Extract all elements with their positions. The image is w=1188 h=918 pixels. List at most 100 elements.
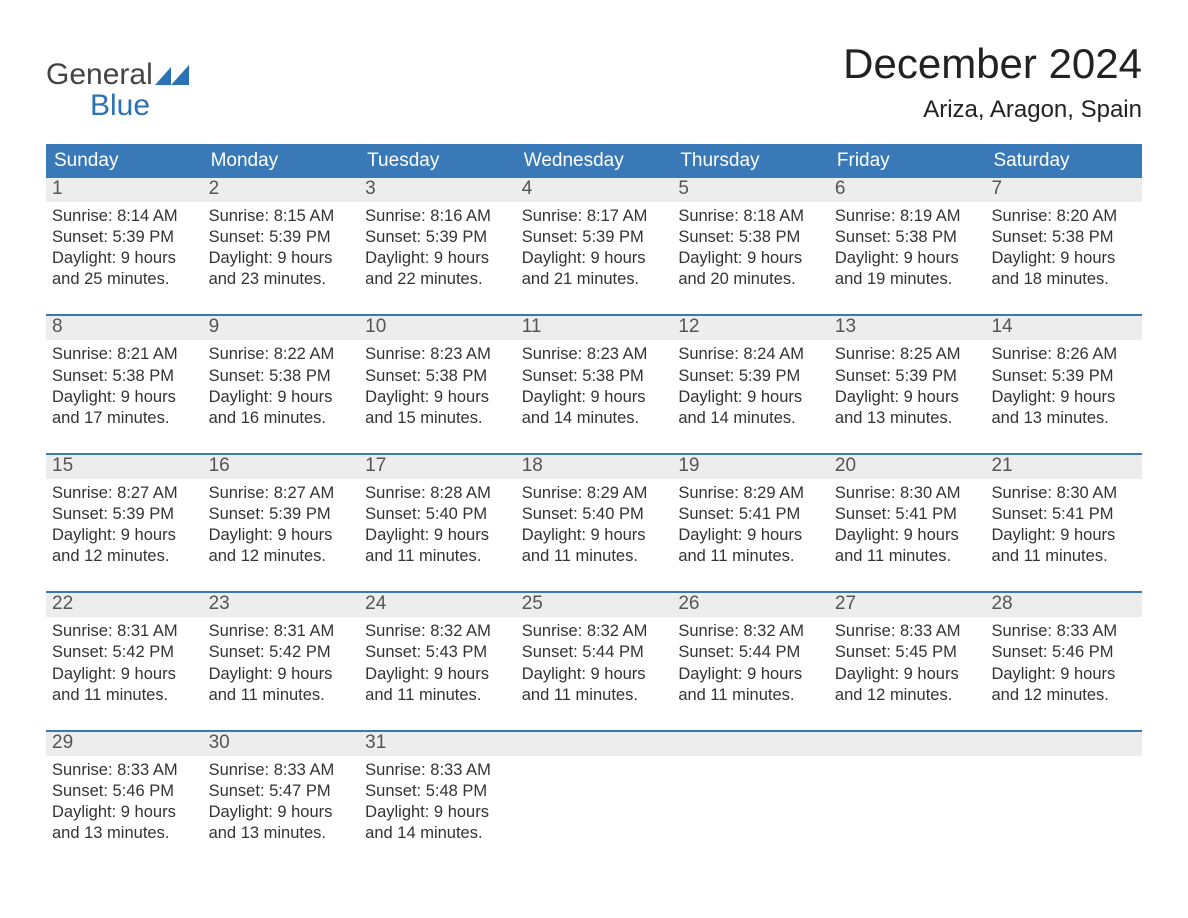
day-sunset: Sunset: 5:39 PM <box>835 366 980 387</box>
day-daylight2: and 13 minutes. <box>835 408 980 429</box>
day-number: 14 <box>985 316 1142 340</box>
calendar-day-cell: 8Sunrise: 8:21 AMSunset: 5:38 PMDaylight… <box>46 316 203 434</box>
calendar-day-cell: 23Sunrise: 8:31 AMSunset: 5:42 PMDayligh… <box>203 593 360 711</box>
calendar-day-cell: 6Sunrise: 8:19 AMSunset: 5:38 PMDaylight… <box>829 178 986 296</box>
day-daylight1: Daylight: 9 hours <box>209 525 354 546</box>
calendar-day-cell: 18Sunrise: 8:29 AMSunset: 5:40 PMDayligh… <box>516 455 673 573</box>
day-daylight2: and 12 minutes. <box>991 685 1136 706</box>
day-number: 24 <box>359 593 516 617</box>
day-body: Sunrise: 8:31 AMSunset: 5:42 PMDaylight:… <box>46 617 203 711</box>
day-body: Sunrise: 8:22 AMSunset: 5:38 PMDaylight:… <box>203 340 360 434</box>
day-number: 3 <box>359 178 516 202</box>
day-daylight2: and 17 minutes. <box>52 408 197 429</box>
calendar-day-cell: 13Sunrise: 8:25 AMSunset: 5:39 PMDayligh… <box>829 316 986 434</box>
day-number: 31 <box>359 732 516 756</box>
day-daylight1: Daylight: 9 hours <box>835 664 980 685</box>
day-header: Tuesday <box>359 144 516 178</box>
day-body: Sunrise: 8:17 AMSunset: 5:39 PMDaylight:… <box>516 202 673 296</box>
day-sunrise: Sunrise: 8:23 AM <box>522 344 667 365</box>
day-number: 29 <box>46 732 203 756</box>
day-daylight2: and 16 minutes. <box>209 408 354 429</box>
day-number: 18 <box>516 455 673 479</box>
day-body: Sunrise: 8:24 AMSunset: 5:39 PMDaylight:… <box>672 340 829 434</box>
calendar-weeks: 1Sunrise: 8:14 AMSunset: 5:39 PMDaylight… <box>46 178 1142 850</box>
day-header: Wednesday <box>516 144 673 178</box>
brand-word-1: General <box>46 58 153 91</box>
day-daylight2: and 11 minutes. <box>991 546 1136 567</box>
day-daylight1: Daylight: 9 hours <box>678 525 823 546</box>
calendar-day-cell: 30Sunrise: 8:33 AMSunset: 5:47 PMDayligh… <box>203 732 360 850</box>
calendar-day-cell: 25Sunrise: 8:32 AMSunset: 5:44 PMDayligh… <box>516 593 673 711</box>
day-daylight1: Daylight: 9 hours <box>365 802 510 823</box>
calendar-day-cell: 19Sunrise: 8:29 AMSunset: 5:41 PMDayligh… <box>672 455 829 573</box>
day-body: Sunrise: 8:33 AMSunset: 5:46 PMDaylight:… <box>46 756 203 850</box>
day-sunset: Sunset: 5:39 PM <box>678 366 823 387</box>
day-number <box>672 732 829 756</box>
day-daylight1: Daylight: 9 hours <box>991 387 1136 408</box>
day-sunrise: Sunrise: 8:22 AM <box>209 344 354 365</box>
day-sunset: Sunset: 5:38 PM <box>52 366 197 387</box>
page-header: General Blue December 2024 Ariza, Aragon… <box>46 40 1142 124</box>
day-sunrise: Sunrise: 8:20 AM <box>991 206 1136 227</box>
calendar-week: 8Sunrise: 8:21 AMSunset: 5:38 PMDaylight… <box>46 314 1142 434</box>
day-sunset: Sunset: 5:44 PM <box>678 642 823 663</box>
day-body: Sunrise: 8:32 AMSunset: 5:43 PMDaylight:… <box>359 617 516 711</box>
day-sunrise: Sunrise: 8:28 AM <box>365 483 510 504</box>
day-sunset: Sunset: 5:39 PM <box>209 227 354 248</box>
day-daylight1: Daylight: 9 hours <box>52 248 197 269</box>
day-sunrise: Sunrise: 8:24 AM <box>678 344 823 365</box>
day-sunrise: Sunrise: 8:26 AM <box>991 344 1136 365</box>
calendar-grid: Sunday Monday Tuesday Wednesday Thursday… <box>46 144 1142 850</box>
day-number: 6 <box>829 178 986 202</box>
day-number: 17 <box>359 455 516 479</box>
day-sunset: Sunset: 5:39 PM <box>52 504 197 525</box>
day-number: 2 <box>203 178 360 202</box>
day-number: 28 <box>985 593 1142 617</box>
title-block: December 2024 Ariza, Aragon, Spain <box>843 40 1142 124</box>
day-body: Sunrise: 8:25 AMSunset: 5:39 PMDaylight:… <box>829 340 986 434</box>
day-sunset: Sunset: 5:48 PM <box>365 781 510 802</box>
day-number: 16 <box>203 455 360 479</box>
day-sunset: Sunset: 5:38 PM <box>678 227 823 248</box>
day-sunset: Sunset: 5:38 PM <box>365 366 510 387</box>
calendar-day-cell: 17Sunrise: 8:28 AMSunset: 5:40 PMDayligh… <box>359 455 516 573</box>
day-header: Thursday <box>672 144 829 178</box>
day-sunset: Sunset: 5:44 PM <box>522 642 667 663</box>
day-daylight2: and 11 minutes. <box>365 685 510 706</box>
day-body: Sunrise: 8:33 AMSunset: 5:46 PMDaylight:… <box>985 617 1142 711</box>
day-header: Sunday <box>46 144 203 178</box>
day-header: Friday <box>829 144 986 178</box>
day-body: Sunrise: 8:33 AMSunset: 5:45 PMDaylight:… <box>829 617 986 711</box>
calendar-day-cell: 11Sunrise: 8:23 AMSunset: 5:38 PMDayligh… <box>516 316 673 434</box>
day-daylight2: and 23 minutes. <box>209 269 354 290</box>
day-sunrise: Sunrise: 8:31 AM <box>209 621 354 642</box>
calendar-day-cell: 9Sunrise: 8:22 AMSunset: 5:38 PMDaylight… <box>203 316 360 434</box>
calendar-day-cell: 10Sunrise: 8:23 AMSunset: 5:38 PMDayligh… <box>359 316 516 434</box>
day-number: 11 <box>516 316 673 340</box>
day-daylight2: and 18 minutes. <box>991 269 1136 290</box>
day-daylight2: and 15 minutes. <box>365 408 510 429</box>
day-header-row: Sunday Monday Tuesday Wednesday Thursday… <box>46 144 1142 178</box>
day-number: 7 <box>985 178 1142 202</box>
month-title: December 2024 <box>843 40 1142 88</box>
day-number: 25 <box>516 593 673 617</box>
day-sunset: Sunset: 5:39 PM <box>522 227 667 248</box>
day-sunrise: Sunrise: 8:21 AM <box>52 344 197 365</box>
day-number: 20 <box>829 455 986 479</box>
day-sunrise: Sunrise: 8:32 AM <box>678 621 823 642</box>
calendar-day-cell: 14Sunrise: 8:26 AMSunset: 5:39 PMDayligh… <box>985 316 1142 434</box>
day-daylight2: and 14 minutes. <box>678 408 823 429</box>
day-daylight1: Daylight: 9 hours <box>365 248 510 269</box>
day-number: 19 <box>672 455 829 479</box>
day-sunrise: Sunrise: 8:25 AM <box>835 344 980 365</box>
calendar-day-cell <box>985 732 1142 850</box>
calendar-day-cell: 27Sunrise: 8:33 AMSunset: 5:45 PMDayligh… <box>829 593 986 711</box>
day-number: 1 <box>46 178 203 202</box>
day-sunset: Sunset: 5:43 PM <box>365 642 510 663</box>
day-daylight1: Daylight: 9 hours <box>678 387 823 408</box>
day-body: Sunrise: 8:20 AMSunset: 5:38 PMDaylight:… <box>985 202 1142 296</box>
day-sunset: Sunset: 5:38 PM <box>835 227 980 248</box>
day-sunset: Sunset: 5:42 PM <box>52 642 197 663</box>
day-body: Sunrise: 8:31 AMSunset: 5:42 PMDaylight:… <box>203 617 360 711</box>
day-daylight2: and 11 minutes. <box>835 546 980 567</box>
